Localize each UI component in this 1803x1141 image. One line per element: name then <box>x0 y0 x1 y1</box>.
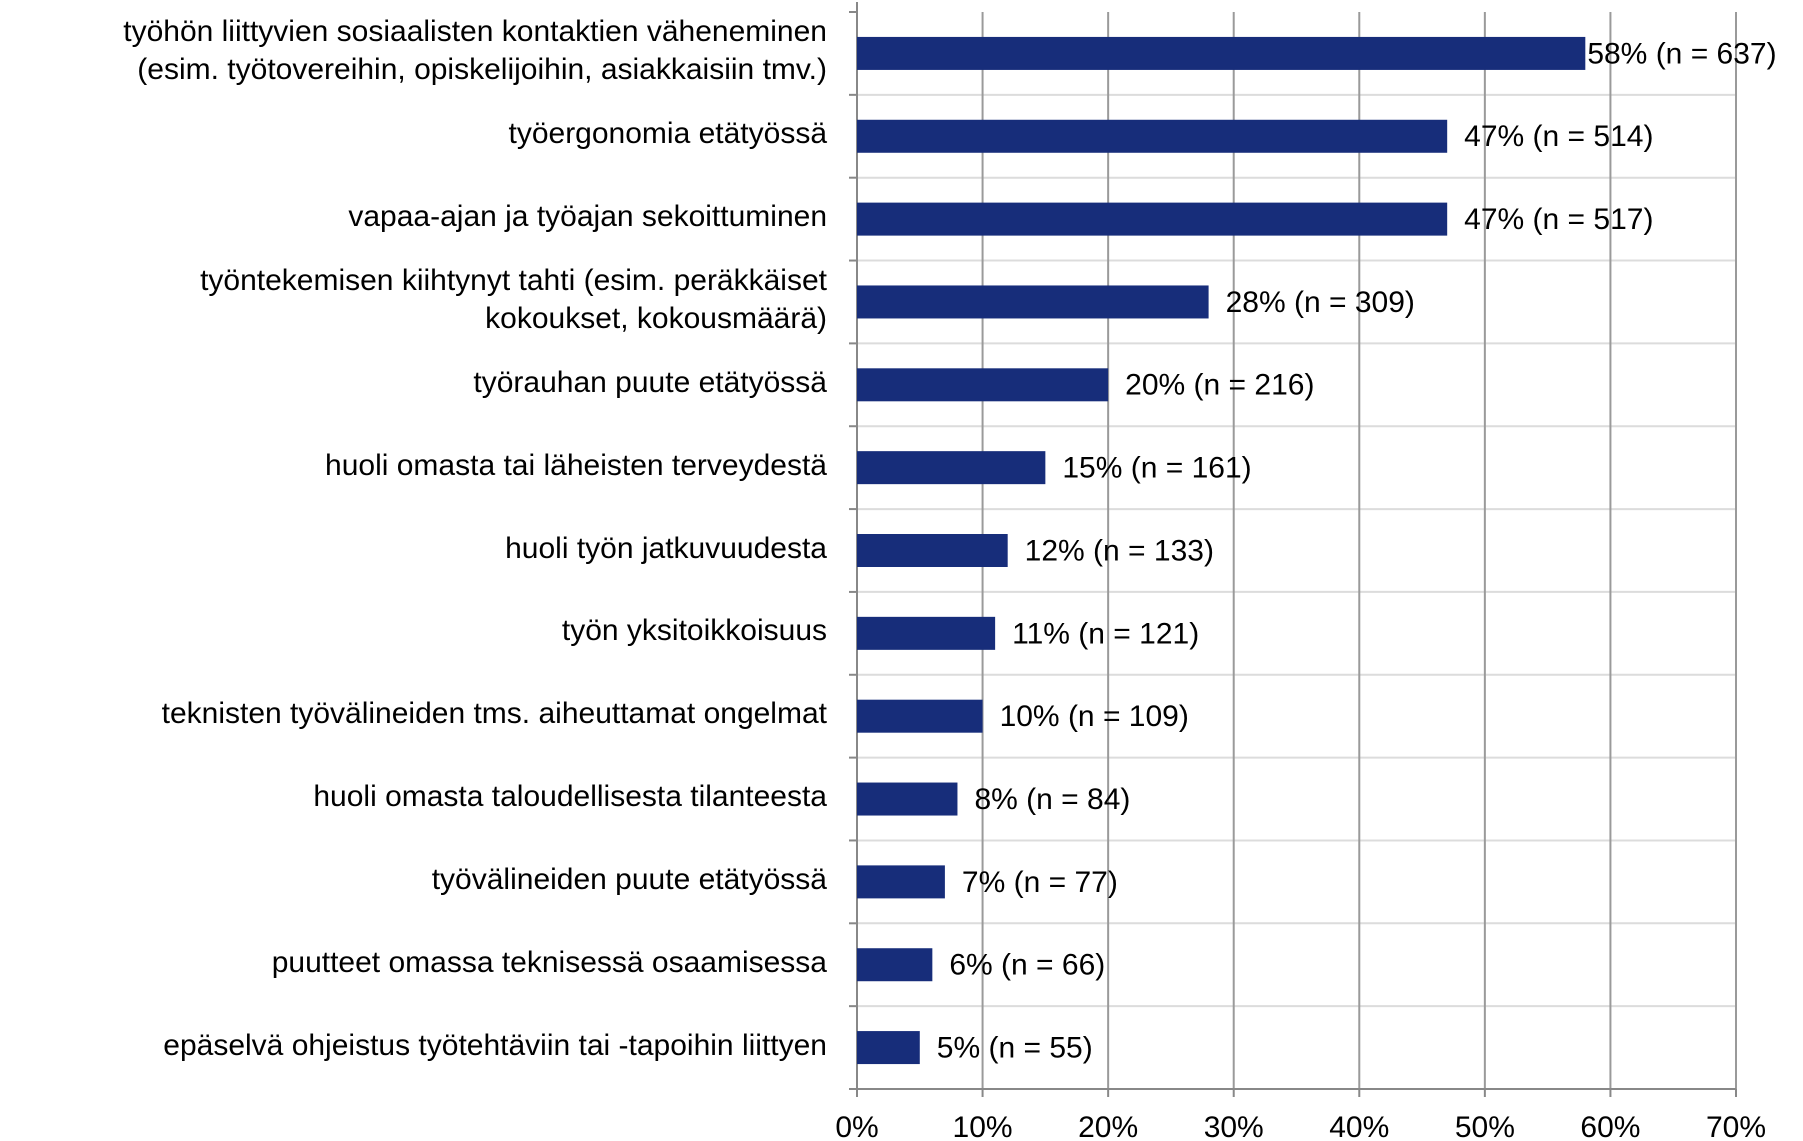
bar <box>857 368 1109 402</box>
y-tick-label: vapaa-ajan ja työajan sekoittuminen <box>348 200 827 234</box>
bar <box>857 451 1046 485</box>
x-tick-label: 40% <box>1329 1111 1389 1141</box>
y-tick-label: epäselvä ohjeistus työtehtäviin tai -tap… <box>163 1028 827 1062</box>
data-label: 47% (n = 514) <box>1464 120 1653 153</box>
bar <box>857 285 1209 319</box>
x-tick-label: 60% <box>1580 1111 1640 1141</box>
x-tick-label: 50% <box>1455 1111 1515 1141</box>
data-label: 6% (n = 66) <box>949 949 1105 982</box>
y-tick-label: teknisten työvälineiden tms. aiheuttamat… <box>161 697 827 731</box>
bar <box>857 36 1586 70</box>
y-tick-label: työhön liittyvien sosiaalisten kontaktie… <box>123 15 827 87</box>
data-label: 8% (n = 84) <box>974 783 1130 816</box>
x-tick-label: 70% <box>1706 1111 1766 1141</box>
bar <box>857 948 933 982</box>
bar <box>857 534 1008 567</box>
data-label: 10% (n = 109) <box>1000 700 1189 733</box>
bar <box>857 865 945 899</box>
y-tick-label: työn yksitoikkoisuus <box>561 614 827 648</box>
data-label: 20% (n = 216) <box>1125 369 1314 402</box>
y-tick-label: huoli työn jatkuvuudesta <box>505 531 827 565</box>
x-tick-label: 20% <box>1078 1111 1138 1141</box>
data-label: 12% (n = 133) <box>1025 534 1214 567</box>
bar <box>857 782 958 816</box>
y-tick-label: puutteet omassa teknisessä osaamisessa <box>271 945 827 979</box>
y-tick-label: työntekemisen kiihtynyt tahti (esim. per… <box>200 263 827 335</box>
y-tick-label: huoli omasta tai läheisten terveydestä <box>325 448 827 482</box>
bar <box>857 616 996 650</box>
data-label: 5% (n = 55) <box>937 1031 1093 1064</box>
data-label: 11% (n = 121) <box>1012 617 1199 650</box>
y-tick-label: huoli omasta taloudellisesta tilanteesta <box>313 780 827 814</box>
data-label: 58% (n = 637) <box>1587 37 1776 70</box>
bar <box>857 119 1448 153</box>
x-tick-label: 30% <box>1204 1111 1264 1141</box>
data-label: 47% (n = 517) <box>1464 203 1653 236</box>
y-tick-label: työrauhan puute etätyössä <box>473 365 827 399</box>
bar <box>857 699 983 733</box>
data-label: 7% (n = 77) <box>962 866 1118 899</box>
bar <box>857 1031 920 1065</box>
x-tick-label: 10% <box>953 1111 1013 1141</box>
bar <box>857 202 1448 236</box>
x-tick-label: 0% <box>835 1111 878 1141</box>
data-label: 15% (n = 161) <box>1062 452 1251 485</box>
y-tick-label: työergonomia etätyössä <box>508 117 827 151</box>
y-tick-label: työvälineiden puute etätyössä <box>431 862 827 896</box>
data-label: 28% (n = 309) <box>1226 286 1415 319</box>
